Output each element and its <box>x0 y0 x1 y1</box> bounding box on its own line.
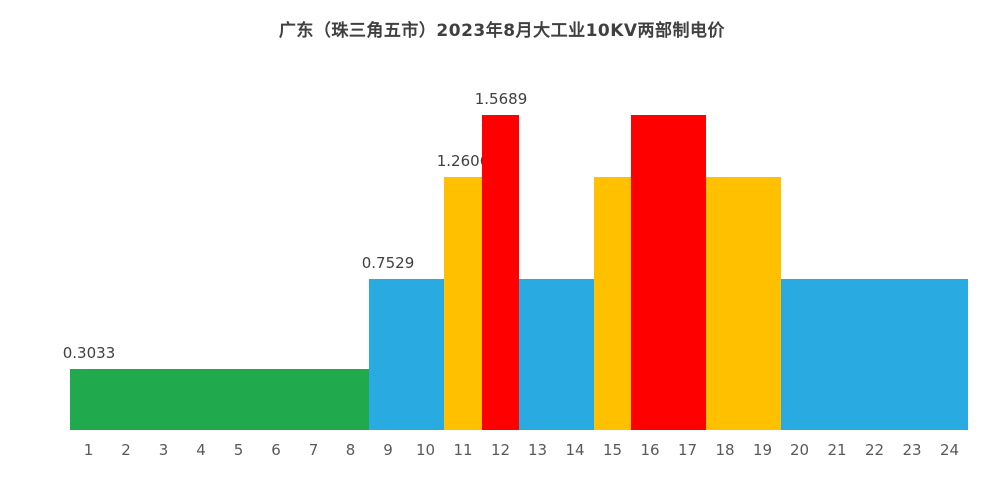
bar-hour-23 <box>893 279 931 430</box>
bar-hour-24 <box>931 279 968 430</box>
x-tick-label-23: 23 <box>902 441 922 459</box>
bar-hour-18 <box>706 177 744 430</box>
bar-hour-13 <box>519 279 556 430</box>
bar-hour-12 <box>482 115 519 430</box>
bar-hour-21 <box>818 279 856 430</box>
bar-hour-11 <box>444 177 482 430</box>
x-tick-label-24: 24 <box>939 441 960 459</box>
bar-hour-4 <box>182 369 220 430</box>
bar-hour-7 <box>295 369 332 430</box>
x-tick-label-7: 7 <box>308 441 319 459</box>
x-tick-label-3: 3 <box>158 441 169 459</box>
bar-hour-16 <box>631 115 669 430</box>
bar-hour-20 <box>781 279 818 430</box>
x-tick-label-22: 22 <box>864 441 885 459</box>
bar-hour-22 <box>856 279 893 430</box>
data-label: 0.3033 <box>62 344 116 362</box>
bar-hour-8 <box>332 369 369 430</box>
x-tick-label-14: 14 <box>565 441 585 459</box>
x-tick-label-13: 13 <box>527 441 548 459</box>
x-tick-label-16: 16 <box>640 441 660 459</box>
x-tick-label-21: 21 <box>827 441 847 459</box>
bar-hour-17 <box>669 115 706 430</box>
bar-hour-10 <box>407 279 444 430</box>
x-tick-label-8: 8 <box>345 441 356 459</box>
bar-hour-5 <box>220 369 257 430</box>
x-tick-label-1: 1 <box>83 441 94 459</box>
bar-hour-6 <box>257 369 295 430</box>
bar-hour-15 <box>594 177 631 430</box>
x-tick-label-20: 20 <box>789 441 810 459</box>
x-tick-label-2: 2 <box>121 441 131 459</box>
x-tick-label-9: 9 <box>383 441 393 459</box>
data-label: 0.7529 <box>361 254 415 272</box>
data-label: 1.2606 <box>436 152 490 170</box>
bar-hour-2 <box>107 369 145 430</box>
x-tick-label-12: 12 <box>490 441 511 459</box>
x-tick-label-6: 6 <box>271 441 281 459</box>
x-tick-label-4: 4 <box>196 441 206 459</box>
x-tick-label-15: 15 <box>602 441 623 459</box>
x-tick-label-5: 5 <box>233 441 244 459</box>
x-tick-label-18: 18 <box>715 441 735 459</box>
x-tick-label-17: 17 <box>677 441 698 459</box>
chart-title: 广东（珠三角五市）2023年8月大工业10KV两部制电价 <box>278 21 726 41</box>
bar-hour-3 <box>145 369 182 430</box>
bar-hour-1 <box>70 369 107 430</box>
bar-hour-9 <box>369 279 407 430</box>
x-tick-label-11: 11 <box>453 441 473 459</box>
bar-hour-19 <box>744 177 781 430</box>
x-tick-label-10: 10 <box>415 441 436 459</box>
data-label: 1.5689 <box>474 90 528 108</box>
bar-hour-14 <box>556 279 594 430</box>
x-tick-label-19: 19 <box>752 441 773 459</box>
